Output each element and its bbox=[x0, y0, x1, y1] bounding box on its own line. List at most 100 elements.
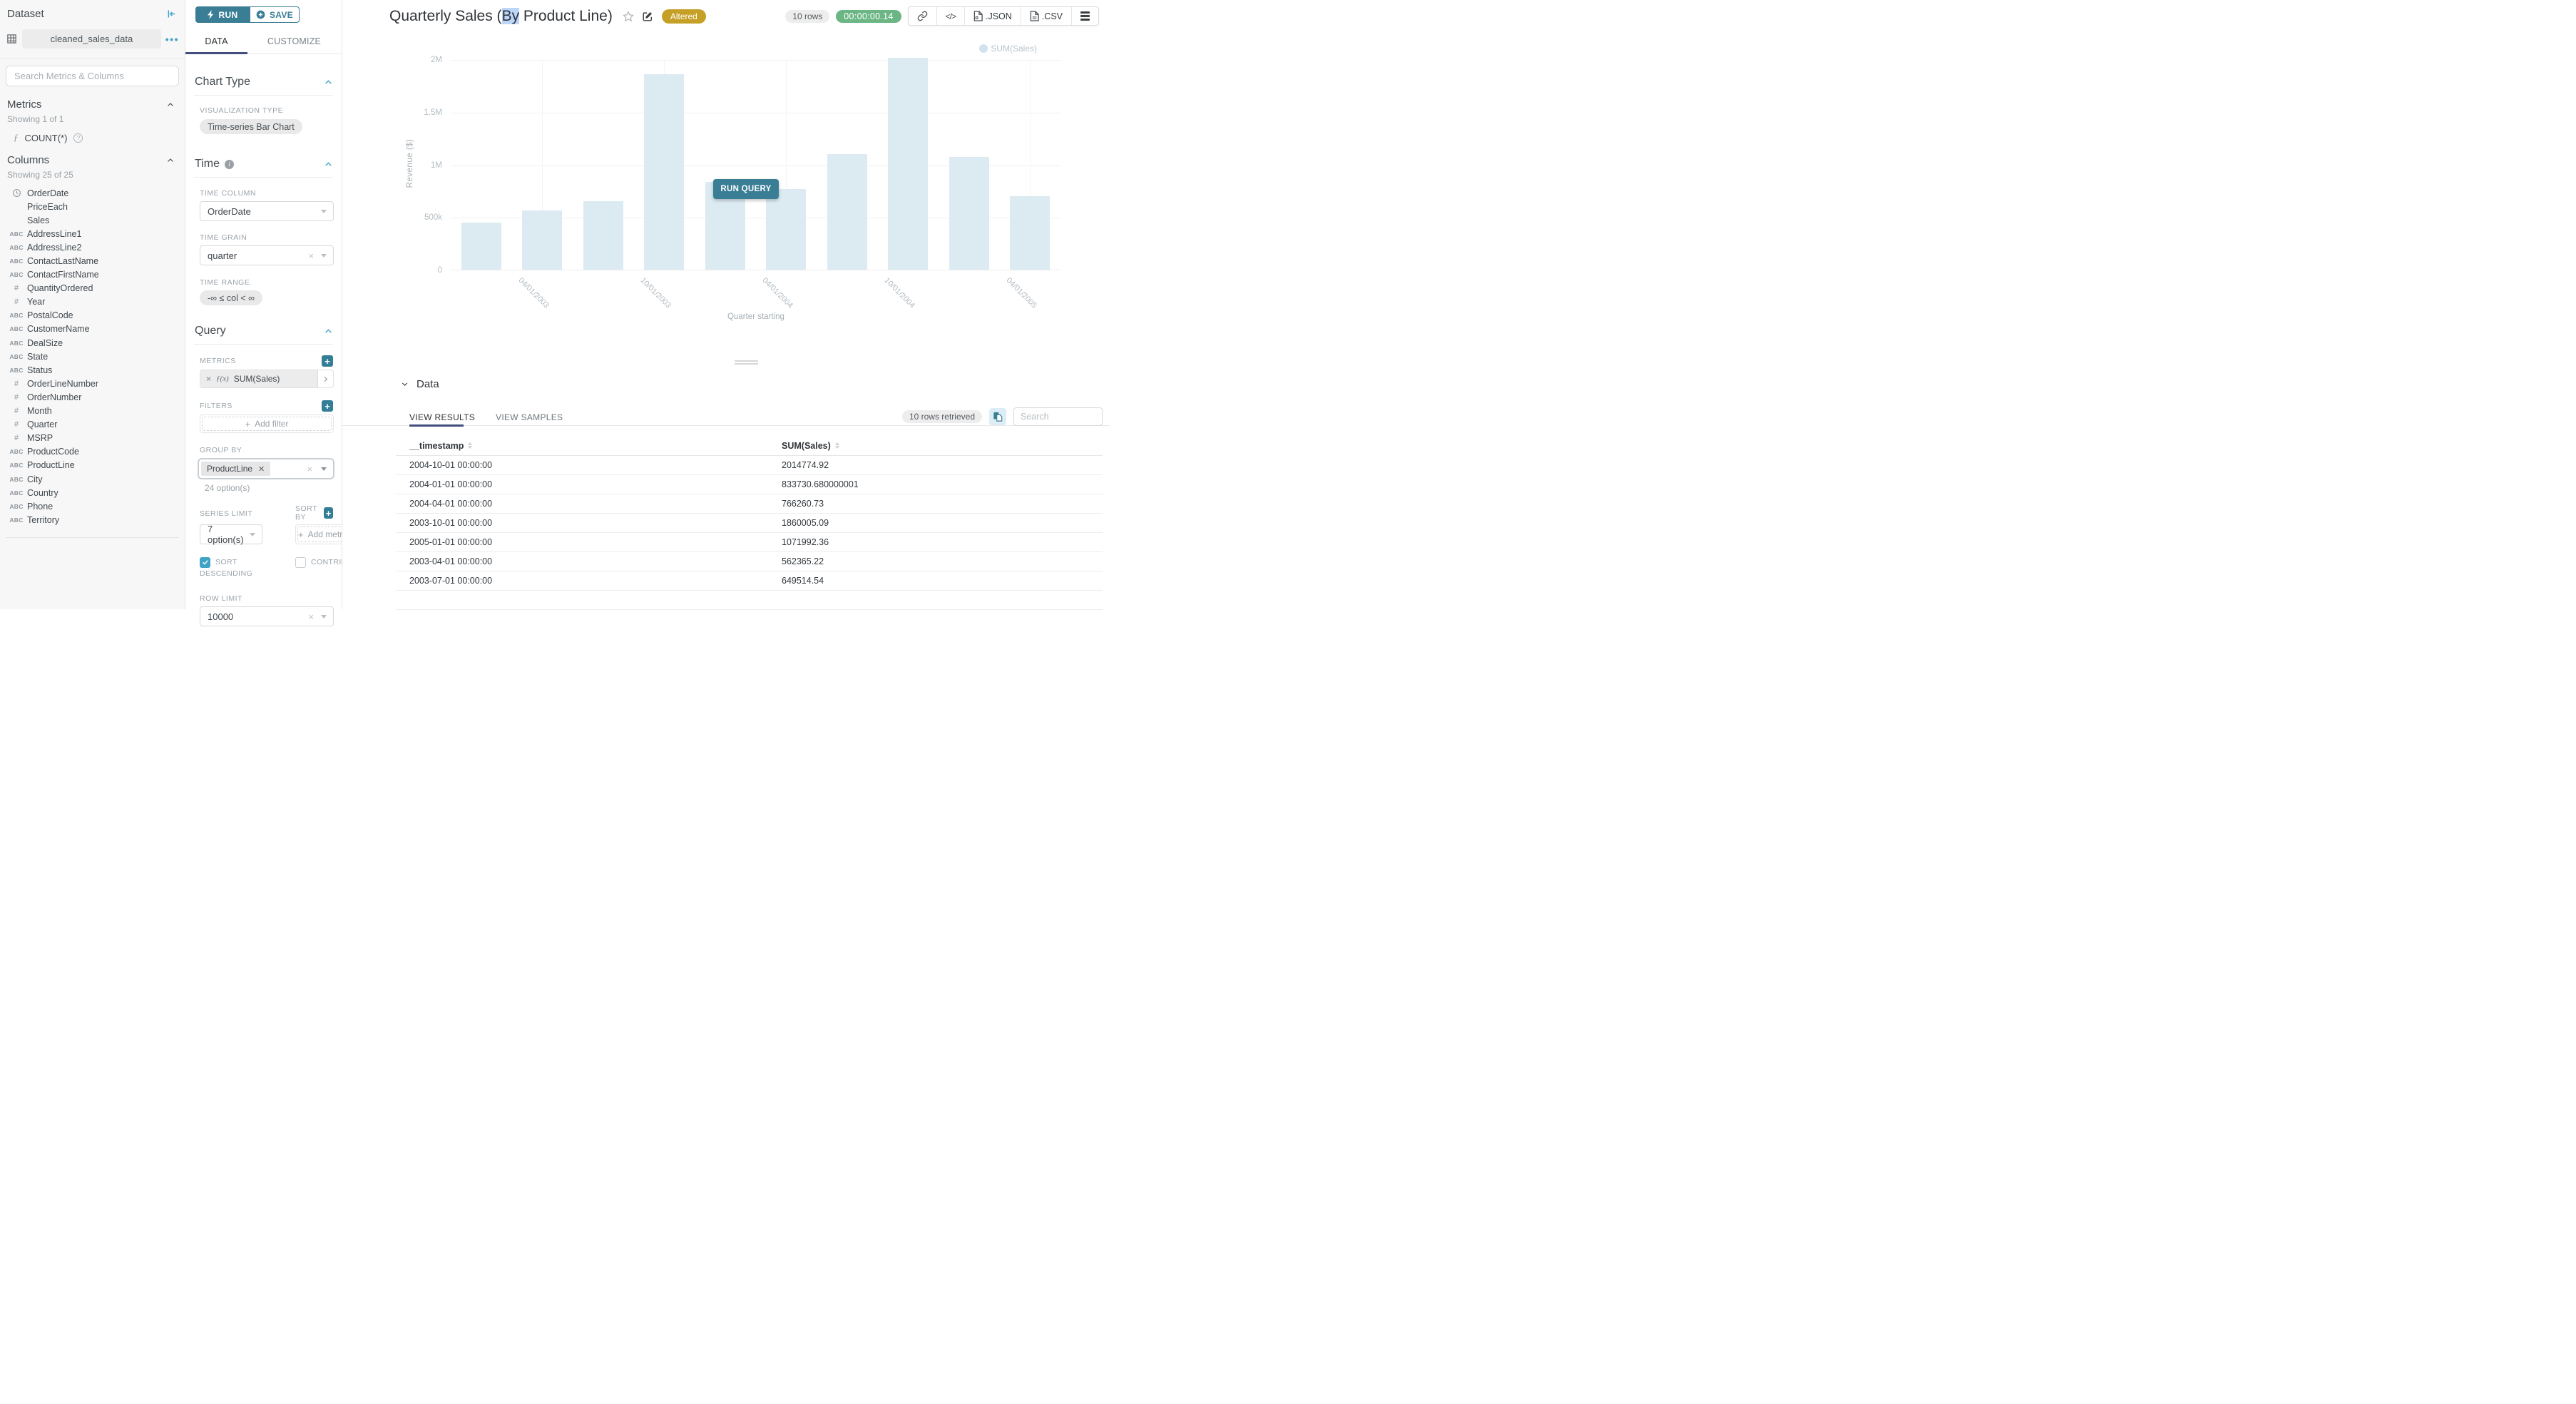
sidebar-search-input[interactable] bbox=[6, 66, 179, 86]
link-icon bbox=[917, 11, 927, 21]
plot-area bbox=[451, 57, 1060, 270]
chevron-up-icon[interactable] bbox=[166, 101, 175, 109]
panel-resize-handle[interactable] bbox=[735, 360, 758, 366]
column-item[interactable]: ABC CustomerName bbox=[0, 322, 185, 336]
group-by-options-hint: 24 option(s) bbox=[205, 483, 250, 493]
embed-code-button[interactable]: </> bbox=[936, 7, 964, 25]
share-link-button[interactable] bbox=[909, 7, 936, 25]
bar[interactable] bbox=[888, 57, 929, 270]
add-sort-metric-dropzone[interactable]: + Add metric bbox=[297, 526, 349, 542]
column-item[interactable]: # OrderNumber bbox=[0, 390, 185, 404]
time-column-select[interactable]: OrderDate bbox=[200, 201, 334, 221]
column-item[interactable]: # Year bbox=[0, 295, 185, 309]
column-item[interactable]: PriceEach bbox=[0, 200, 185, 213]
clear-icon[interactable]: × bbox=[307, 463, 312, 474]
column-item[interactable]: ABC PostalCode bbox=[0, 309, 185, 322]
checkbox-checked[interactable] bbox=[200, 556, 210, 568]
dataset-name[interactable]: cleaned_sales_data bbox=[22, 29, 161, 49]
tab-view-samples[interactable]: VIEW SAMPLES bbox=[496, 412, 563, 422]
chevron-up-icon[interactable] bbox=[166, 156, 175, 165]
checkbox-unchecked[interactable] bbox=[295, 556, 306, 568]
column-item[interactable]: Sales bbox=[0, 213, 185, 227]
chevron-up-icon[interactable] bbox=[324, 160, 333, 169]
column-header-sum-sales[interactable]: SUM(Sales) bbox=[782, 441, 839, 451]
add-filter-button[interactable]: + bbox=[322, 400, 333, 412]
save-button[interactable]: SAVE bbox=[250, 6, 300, 23]
column-item[interactable]: ABC ProductCode bbox=[0, 445, 185, 459]
chart-title[interactable]: Quarterly Sales (By Product Line) bbox=[389, 7, 613, 24]
column-item[interactable]: ABC Status bbox=[0, 363, 185, 377]
dataset-more-icon[interactable]: ••• bbox=[165, 33, 179, 45]
results-search-input[interactable] bbox=[1013, 407, 1103, 426]
column-item[interactable]: ABC AddressLine2 bbox=[0, 240, 185, 254]
time-grain-select[interactable]: quarter × bbox=[200, 245, 334, 265]
collapse-left-icon[interactable] bbox=[165, 9, 176, 19]
clear-icon[interactable]: × bbox=[308, 250, 314, 261]
table-grid-icon bbox=[6, 33, 18, 45]
clear-icon[interactable]: × bbox=[308, 611, 314, 622]
metric-control[interactable]: × ƒ(x) SUM(Sales) bbox=[200, 370, 334, 388]
bar[interactable] bbox=[827, 153, 867, 270]
query-header: Query bbox=[195, 325, 226, 337]
group-by-select[interactable]: ProductLine ✕ × bbox=[198, 458, 334, 479]
metric-item[interactable]: ƒ COUNT(*) ? bbox=[0, 124, 185, 143]
column-item[interactable]: ABC AddressLine1 bbox=[0, 227, 185, 240]
column-item[interactable]: ABC Phone bbox=[0, 499, 185, 513]
star-icon[interactable] bbox=[622, 10, 635, 23]
column-item[interactable]: # QuantityOrdered bbox=[0, 282, 185, 295]
altered-badge[interactable]: Altered bbox=[661, 9, 706, 24]
series-limit-select[interactable]: 7 option(s) bbox=[200, 524, 262, 545]
group-by-chip[interactable]: ProductLine ✕ bbox=[201, 462, 271, 476]
help-icon[interactable]: ? bbox=[73, 133, 83, 143]
chart-panel: Quarterly Sales (By Product Line) Altere… bbox=[342, 0, 1110, 610]
column-item[interactable]: # Quarter bbox=[0, 418, 185, 432]
add-metric-button[interactable]: + bbox=[322, 355, 333, 367]
chevron-up-icon[interactable] bbox=[324, 78, 333, 87]
column-item[interactable]: ABC State bbox=[0, 350, 185, 363]
bar[interactable] bbox=[583, 201, 623, 270]
add-filter-dropzone[interactable]: + Add filter bbox=[202, 417, 332, 431]
bar[interactable] bbox=[522, 210, 563, 270]
bar[interactable] bbox=[644, 73, 685, 270]
export-csv-button[interactable]: .CSV bbox=[1020, 7, 1071, 25]
run-button[interactable]: RUN bbox=[195, 6, 250, 23]
column-item[interactable]: # MSRP bbox=[0, 432, 185, 445]
add-sort-metric-button[interactable]: + bbox=[324, 507, 333, 519]
edit-icon[interactable] bbox=[642, 11, 653, 22]
column-item[interactable]: OrderDate bbox=[0, 186, 185, 200]
column-item[interactable]: ABC ContactLastName bbox=[0, 254, 185, 268]
bar[interactable] bbox=[461, 223, 501, 270]
bar[interactable] bbox=[766, 189, 807, 270]
tab-data[interactable]: DATA bbox=[205, 36, 228, 46]
time-range-value[interactable]: -∞ ≤ col < ∞ bbox=[200, 290, 263, 305]
copy-button[interactable] bbox=[989, 408, 1006, 425]
chevron-right-icon[interactable] bbox=[318, 370, 333, 387]
metric-chip[interactable]: × ƒ(x) SUM(Sales) bbox=[200, 370, 318, 387]
column-item[interactable]: ABC ProductLine bbox=[0, 459, 185, 472]
menu-button[interactable] bbox=[1071, 7, 1098, 25]
row-limit-select[interactable]: 10000 × bbox=[200, 606, 334, 626]
remove-icon[interactable]: ✕ bbox=[258, 464, 265, 474]
column-header-timestamp[interactable]: __timestamp bbox=[409, 441, 473, 451]
dataset-selector[interactable]: cleaned_sales_data ••• bbox=[6, 29, 179, 49]
bar[interactable] bbox=[1010, 195, 1051, 270]
column-item[interactable]: ABC Country bbox=[0, 486, 185, 499]
tab-view-results[interactable]: VIEW RESULTS bbox=[409, 412, 476, 422]
column-item[interactable]: ABC DealSize bbox=[0, 336, 185, 350]
bar[interactable] bbox=[949, 156, 989, 270]
column-item[interactable]: ABC ContactFirstName bbox=[0, 268, 185, 282]
export-json-button[interactable]: .JSON bbox=[964, 7, 1021, 25]
tab-customize[interactable]: CUSTOMIZE bbox=[267, 36, 322, 46]
column-item[interactable]: # Month bbox=[0, 405, 185, 418]
chevron-up-icon[interactable] bbox=[324, 327, 333, 336]
run-query-button[interactable]: RUN QUERY bbox=[713, 179, 779, 199]
column-item[interactable]: ABC Territory bbox=[0, 513, 185, 526]
column-item[interactable]: # OrderLineNumber bbox=[0, 377, 185, 390]
legend-item[interactable]: SUM(Sales) bbox=[979, 44, 1037, 54]
viz-type-value[interactable]: Time-series Bar Chart bbox=[200, 119, 302, 134]
remove-icon[interactable]: × bbox=[206, 374, 212, 384]
column-item[interactable]: ABC City bbox=[0, 472, 185, 486]
column-name: Year bbox=[27, 297, 46, 307]
chevron-down-icon[interactable] bbox=[400, 380, 409, 389]
info-icon[interactable]: i bbox=[224, 159, 234, 169]
